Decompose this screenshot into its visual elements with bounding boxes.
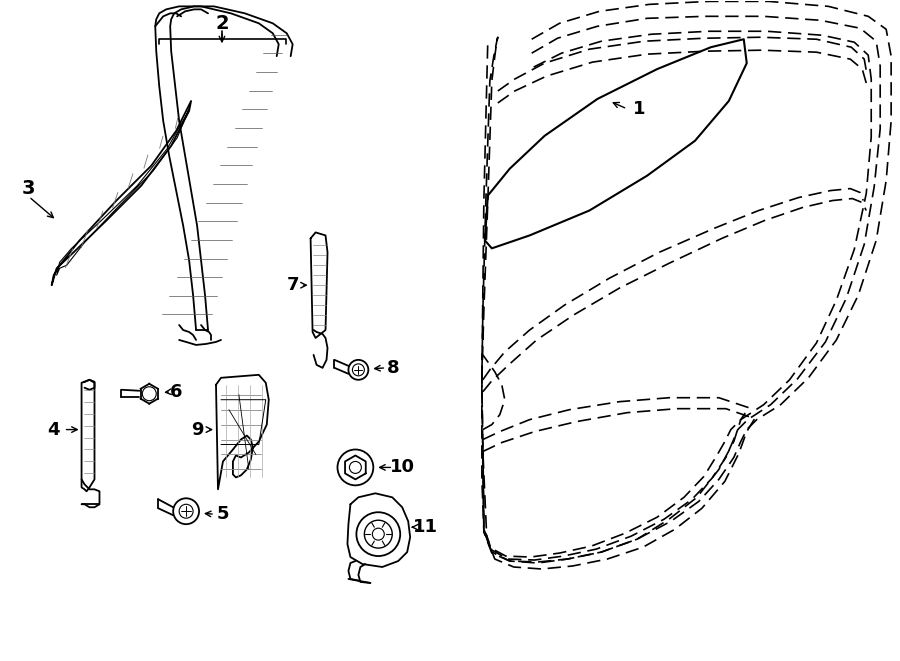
Text: 2: 2 <box>215 14 229 33</box>
Circle shape <box>348 360 368 380</box>
Text: 7: 7 <box>286 276 299 294</box>
Circle shape <box>173 498 199 524</box>
Circle shape <box>142 387 157 401</box>
Text: 4: 4 <box>48 420 60 439</box>
Text: 10: 10 <box>390 459 415 477</box>
Text: 6: 6 <box>170 383 183 401</box>
Text: 5: 5 <box>217 505 230 524</box>
Circle shape <box>338 449 374 485</box>
Circle shape <box>353 364 364 376</box>
Circle shape <box>356 512 400 556</box>
Text: 9: 9 <box>191 420 203 439</box>
Circle shape <box>373 528 384 540</box>
Circle shape <box>349 461 362 473</box>
Text: 11: 11 <box>412 518 437 536</box>
Text: 8: 8 <box>387 359 400 377</box>
Text: 3: 3 <box>22 179 35 198</box>
Circle shape <box>364 520 392 548</box>
Text: 1: 1 <box>633 100 645 118</box>
Circle shape <box>179 504 194 518</box>
